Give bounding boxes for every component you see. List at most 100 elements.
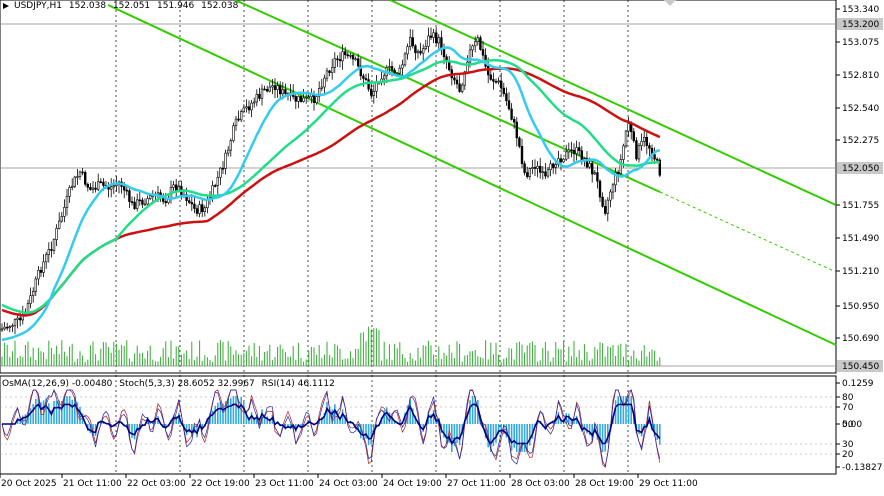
open-value: 152.038	[68, 1, 107, 11]
rsi-label: RSI(14) 46.1112	[261, 379, 335, 389]
candle-body	[622, 145, 625, 160]
candle-body	[299, 96, 303, 102]
candle-body	[50, 249, 53, 251]
candle-body	[635, 140, 638, 160]
price-axis-label: 150.950	[842, 302, 879, 312]
candle-body	[73, 176, 77, 187]
high-value: 152.051	[112, 1, 151, 11]
candle-body	[133, 201, 136, 209]
candle-body	[354, 58, 357, 61]
candle-body	[60, 216, 64, 222]
candle-body	[39, 269, 43, 273]
candle-body	[81, 171, 84, 174]
rsi-line	[2, 403, 661, 446]
collapse-arrow-icon[interactable]	[3, 3, 9, 9]
candle-body	[596, 172, 599, 182]
candle-body	[156, 192, 160, 195]
candle-body	[263, 88, 266, 91]
candle-body	[232, 125, 235, 141]
candle-body	[123, 186, 126, 191]
candle-body	[551, 163, 555, 168]
oscillator-header: OsMA(12,26,9) -0.00480 Stoch(5,3,3) 28.6…	[2, 379, 339, 389]
time-axis-label: 21 Oct 11:00	[63, 479, 122, 489]
candle-body	[198, 204, 201, 214]
oscillator-axis-label: 20	[842, 450, 854, 460]
candle-body	[13, 319, 17, 327]
stoch-main-line	[1, 388, 661, 468]
candle-body	[432, 32, 435, 38]
triangle-down-icon[interactable]	[664, 0, 676, 6]
candle-body	[395, 72, 399, 75]
candle-body	[421, 48, 425, 54]
trend-channel[interactable]	[107, 0, 837, 346]
candle-body	[619, 159, 623, 174]
candle-body	[65, 195, 69, 208]
candle-body	[455, 79, 459, 85]
oscillator-axis-label: 80	[842, 393, 854, 403]
stoch-label: Stoch(5,3,3) 28.6052 32.9967	[119, 379, 255, 389]
candle-body	[336, 58, 339, 61]
candle-body	[624, 130, 628, 147]
candle-body	[214, 185, 217, 187]
candle-body	[16, 317, 19, 320]
candle-body	[653, 154, 656, 160]
candle-body	[138, 199, 141, 202]
oscillator-axis-label: -0.13827	[842, 463, 882, 473]
price-highlight-bottom: 150.450	[842, 362, 879, 372]
candle-body	[55, 228, 58, 240]
candle-body	[403, 53, 407, 66]
candle-body	[94, 187, 97, 190]
oscillator-axis-label: 70	[842, 403, 854, 413]
candle-body	[499, 80, 503, 89]
candle-body	[476, 37, 479, 42]
candle-body	[253, 101, 256, 104]
price-axis[interactable]: 153.340 153.075 152.810 152.540 152.275 151.7…	[836, 5, 883, 372]
time-axis-label: 29 Oct 11:00	[639, 479, 698, 489]
time-axis[interactable]: 20 Oct 2025 21 Oct 11:00 22 Oct 03:00 22 Oc…	[0, 474, 698, 489]
candle-body	[398, 67, 401, 74]
candle-body	[141, 199, 144, 205]
candle-body	[320, 86, 323, 89]
candle-body	[97, 181, 100, 190]
candle-body	[128, 190, 131, 202]
oscillator-pane-frame	[0, 375, 837, 475]
candle-body	[260, 88, 264, 99]
price-highlight-bottom-bg	[837, 360, 883, 372]
candle-body	[401, 64, 404, 69]
main-pane-frame	[0, 0, 837, 374]
price-axis-label: 151.210	[842, 267, 879, 277]
candle-body	[588, 163, 591, 168]
candle-body	[492, 79, 495, 82]
candle-body	[216, 177, 219, 186]
candle-body	[362, 75, 365, 79]
oscillators	[1, 388, 661, 469]
candle-body	[86, 183, 90, 188]
candle-body	[188, 200, 191, 203]
price-axis-label: 151.755	[842, 201, 879, 211]
oscillator-axis-label: 30	[842, 440, 854, 450]
candle-body	[315, 96, 318, 103]
candle-body	[414, 45, 417, 54]
candle-body	[419, 50, 422, 54]
candle-body	[31, 291, 35, 296]
candle-body	[172, 184, 175, 188]
candle-body	[185, 194, 188, 201]
candle-body	[424, 46, 427, 49]
candle-body	[606, 199, 610, 214]
candle-body	[442, 48, 446, 58]
candle-body	[323, 77, 326, 88]
ma-fast-line	[1, 46, 661, 342]
candle-body	[149, 195, 152, 199]
candle-body	[528, 168, 532, 177]
candle-body	[193, 203, 196, 209]
candle-body	[393, 69, 396, 74]
stoch-signal-line	[1, 388, 661, 469]
osma-label: OsMA(12,26,9) -0.00480	[2, 379, 113, 389]
oscillator-zero-label: 0.00	[842, 420, 862, 430]
time-axis-label: 27 Oct 11:00	[447, 479, 506, 489]
candle-body	[250, 102, 253, 111]
candle-body	[276, 85, 279, 90]
